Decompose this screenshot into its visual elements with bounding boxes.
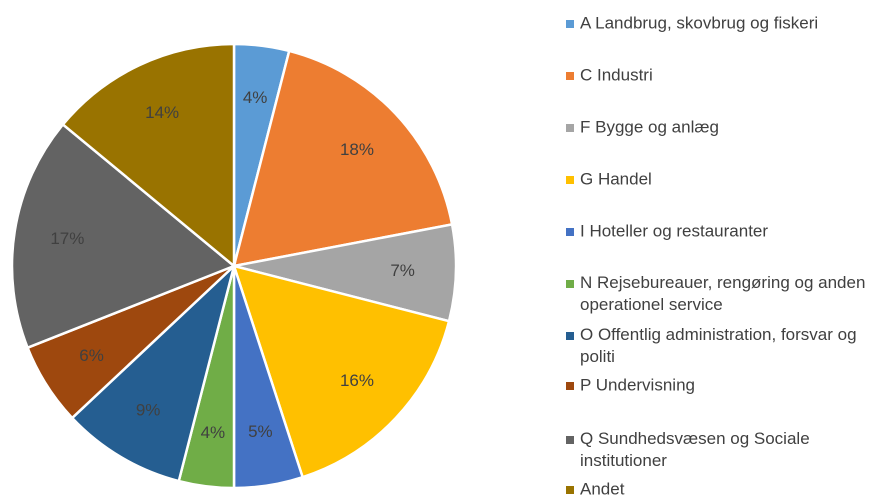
legend-swatch [566,228,574,236]
data-label: 5% [248,422,273,441]
pie-slice [61,42,236,269]
legend-label: N Rejsebureauer, rengøring og anden opera… [580,273,865,314]
data-label: 14% [145,103,179,122]
legend-line: institutioner [580,451,667,470]
legend-label: I Hoteller og restauranter [580,221,768,240]
legend-line: N Rejsebureauer, rengøring og anden [580,273,865,292]
pie-slice [70,262,237,483]
legend-swatch [566,72,574,80]
legend-label: Q Sundhedsvæsen og Sociale institutioner [580,429,810,470]
data-label: 18% [340,140,374,159]
legend-line: O Offentlig administration, forsvar og [580,325,857,344]
data-label: 9% [136,401,161,420]
legend-label: A Landbrug, skovbrug og fiskeri [580,13,818,32]
legend-swatch [566,124,574,132]
data-label: 4% [243,88,268,107]
legend-swatch [566,280,574,288]
pie-slice [232,49,454,268]
legend-line: Q Sundhedsvæsen og Sociale [580,429,810,448]
legend-line: politi [580,347,615,366]
legend-swatch [566,176,574,184]
data-label: 6% [79,346,104,365]
legend-swatch [566,436,574,444]
data-label: 16% [340,371,374,390]
legend-label: F Bygge og anlæg [580,117,719,136]
legend-label: C Industri [580,65,653,84]
pie-slice [10,122,237,350]
legend-swatch [566,486,574,494]
legend-label: G Handel [580,169,652,188]
data-label: 7% [390,261,415,280]
legend-swatch [566,20,574,28]
legend-label: O Offentlig administration, forsvar og po… [580,325,857,366]
pie-slice [232,264,451,479]
legend-label: Andet [580,479,625,498]
data-label: 4% [201,423,226,442]
legend-swatch [566,332,574,340]
legend-swatch [566,382,574,390]
data-label: 17% [50,229,84,248]
legend-label: P Undervisning [580,375,695,394]
legend-line: operationel service [580,295,723,314]
